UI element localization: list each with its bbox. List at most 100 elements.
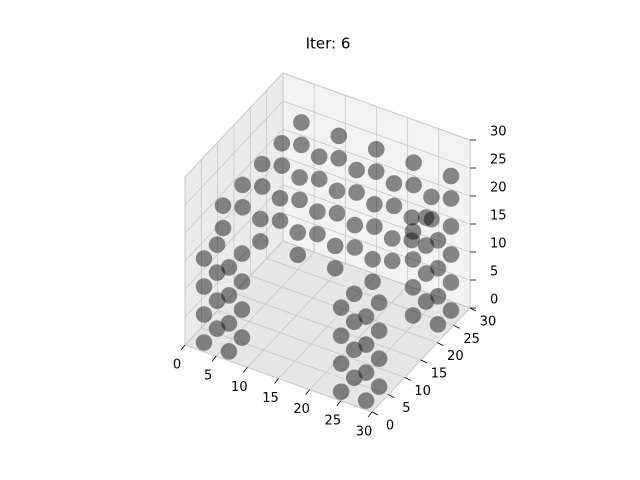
y-tick-label: 10 [414,384,431,399]
point [233,329,251,346]
point [404,279,422,296]
point [370,350,388,368]
grid-line [184,100,284,206]
point [383,252,401,270]
point [370,294,388,312]
points [195,114,460,409]
point [348,161,365,179]
point [234,198,251,216]
point [370,378,388,396]
point [273,134,291,152]
point [423,188,440,206]
point [330,127,348,145]
point [364,273,381,290]
point [220,315,238,332]
tick-mark [420,359,428,364]
tick-mark [388,394,395,399]
point [220,343,238,360]
point [271,189,289,207]
point [346,216,364,234]
point [357,336,375,353]
point [370,322,388,340]
point [332,383,350,400]
point [252,210,269,228]
point [442,190,460,207]
x-tick-label: 25 [325,413,342,428]
point [252,233,269,250]
x-tick-label: 15 [262,391,279,406]
point [403,209,421,226]
point [214,219,232,237]
grid-line [266,257,454,326]
tick-mark [336,400,342,407]
point [357,308,375,325]
grid-line [184,240,284,346]
point [385,175,403,192]
grid-line [201,327,389,396]
point [253,178,271,195]
point [214,197,232,214]
z-tick-label: 10 [490,237,507,252]
point [253,155,271,173]
z-tick-label: 0 [490,293,498,308]
point [332,327,350,344]
grid-line [217,309,405,378]
point [346,239,364,256]
tick-mark [404,376,411,381]
point [385,197,403,215]
point [309,225,326,243]
grid-line [282,100,471,169]
y-tick-label: 0 [386,419,394,434]
point [195,334,213,351]
tick-mark [437,342,444,347]
tick-mark [243,367,248,373]
point [310,170,328,188]
point [405,154,422,171]
tick-mark [180,344,186,351]
tick-mark [371,411,379,416]
y-tick-label: 15 [431,367,448,382]
grid-line [184,128,284,234]
grid-line [282,184,471,253]
point [309,203,326,220]
point [366,218,383,235]
point [404,307,422,324]
point [195,278,213,295]
point [429,232,447,249]
x-tick-label: 20 [293,402,310,417]
point [405,176,422,194]
tick-mark [469,307,477,312]
point [291,169,308,186]
point [233,301,251,318]
grid-line [282,156,471,225]
point [345,285,363,303]
point [326,237,344,255]
y-tick-label: 25 [463,332,480,347]
point [220,287,238,304]
tick-mark [274,378,279,384]
point [403,231,421,249]
point [404,251,422,268]
point [442,274,460,291]
point [328,204,346,222]
x-tick-label: 10 [231,380,248,395]
point [367,163,385,180]
point [348,184,365,201]
point [220,259,238,276]
point [364,250,381,268]
grid-line [233,292,422,361]
grid-line [282,72,471,141]
point [383,230,401,247]
y-tick-label: 5 [402,401,410,416]
point [423,210,440,228]
point [289,224,307,241]
point [326,259,344,277]
point [366,195,383,213]
point [357,392,375,409]
z-tick-label: 30 [490,125,507,140]
grid-line [184,212,284,318]
point [429,260,447,277]
point [273,157,291,174]
